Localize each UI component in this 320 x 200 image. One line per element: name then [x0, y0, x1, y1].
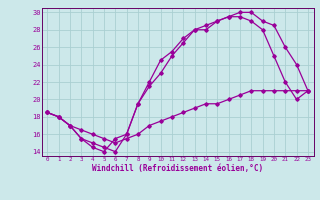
X-axis label: Windchill (Refroidissement éolien,°C): Windchill (Refroidissement éolien,°C) — [92, 164, 263, 173]
